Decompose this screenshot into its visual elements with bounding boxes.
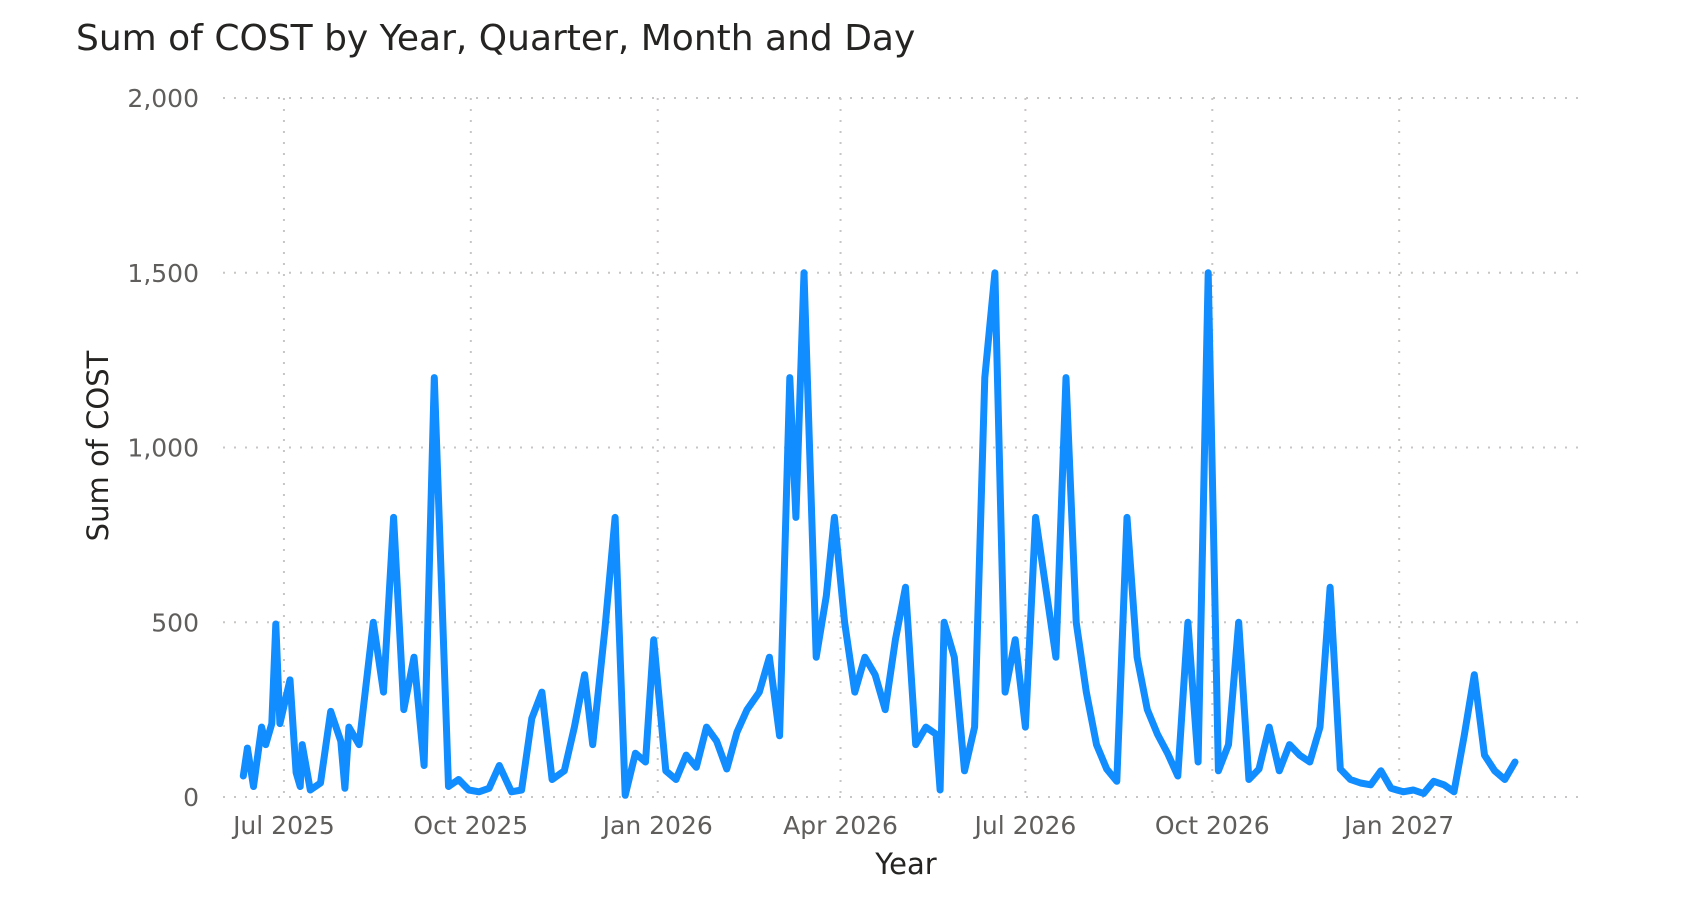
x-axis-title: Year — [874, 847, 936, 881]
y-tick-label: 500 — [151, 608, 199, 637]
y-tick-label: 1,000 — [127, 434, 199, 463]
y-axis-tick-labels: 0 500 1,000 1,500 2,000 — [127, 84, 199, 812]
y-tick-label: 1,500 — [127, 259, 199, 288]
chart-title: Sum of COST by Year, Quarter, Month and … — [76, 18, 916, 59]
y-tick-label: 2,000 — [127, 84, 199, 113]
x-tick-label: Jul 2025 — [231, 811, 335, 840]
x-axis-tick-labels: Jul 2025 Oct 2025 Jan 2026 Apr 2026 Jul 2026… — [231, 811, 1454, 840]
series-line — [239, 269, 1519, 799]
x-tick-label: Apr 2026 — [783, 811, 898, 840]
series-lines — [239, 269, 1519, 799]
x-tick-label: Jul 2026 — [973, 811, 1077, 840]
y-axis-title: Sum of COST — [81, 350, 115, 541]
y-tick-label: 0 — [183, 783, 199, 812]
x-tick-label: Jan 2026 — [601, 811, 713, 840]
x-tick-label: Oct 2026 — [1155, 811, 1270, 840]
x-tick-label: Jan 2027 — [1342, 811, 1454, 840]
x-tick-label: Oct 2025 — [413, 811, 528, 840]
